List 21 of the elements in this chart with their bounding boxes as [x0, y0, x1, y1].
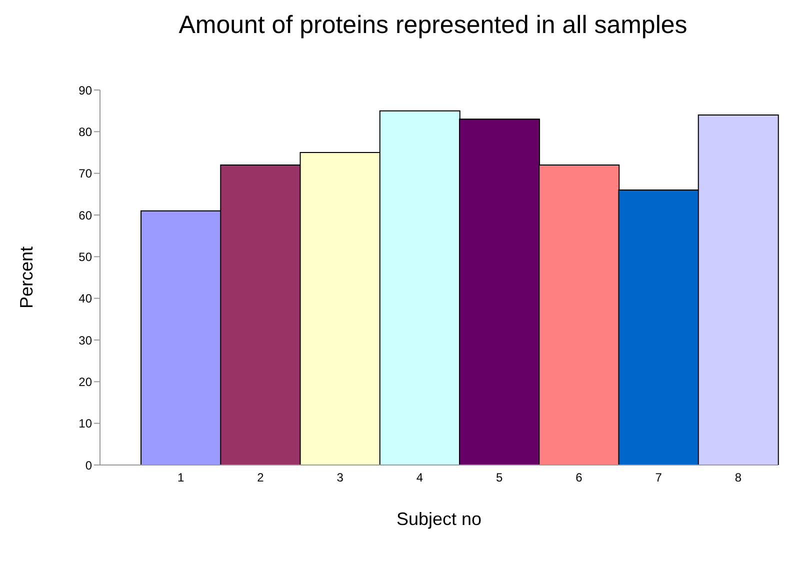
x-tick-label: 1: [177, 470, 184, 485]
x-tick-label: 7: [655, 470, 662, 485]
x-tick-label: 3: [336, 470, 344, 485]
y-tick-label: 20: [78, 374, 92, 389]
y-tick-label: 30: [78, 333, 92, 348]
x-tick-label: 6: [576, 470, 583, 485]
y-tick-label: 90: [78, 83, 92, 98]
y-tick-label: 40: [78, 292, 92, 306]
y-tick-label: 70: [78, 166, 92, 181]
y-axis-title: Percent: [16, 246, 36, 309]
y-tick-label: 10: [78, 416, 92, 431]
x-tick-label: 5: [496, 470, 503, 485]
y-tick-label: 50: [78, 250, 92, 264]
y-tick-label: 0: [85, 458, 92, 472]
x-axis-title: Subject no: [396, 509, 482, 529]
x-tick-label: 4: [416, 470, 424, 485]
chart-title: Amount of proteins represented in all samples: [178, 10, 688, 41]
x-tick-label: 2: [257, 470, 264, 485]
x-tick-label: 8: [734, 470, 742, 485]
y-tick-label: 80: [78, 124, 92, 139]
y-tick-label: 60: [78, 208, 92, 222]
